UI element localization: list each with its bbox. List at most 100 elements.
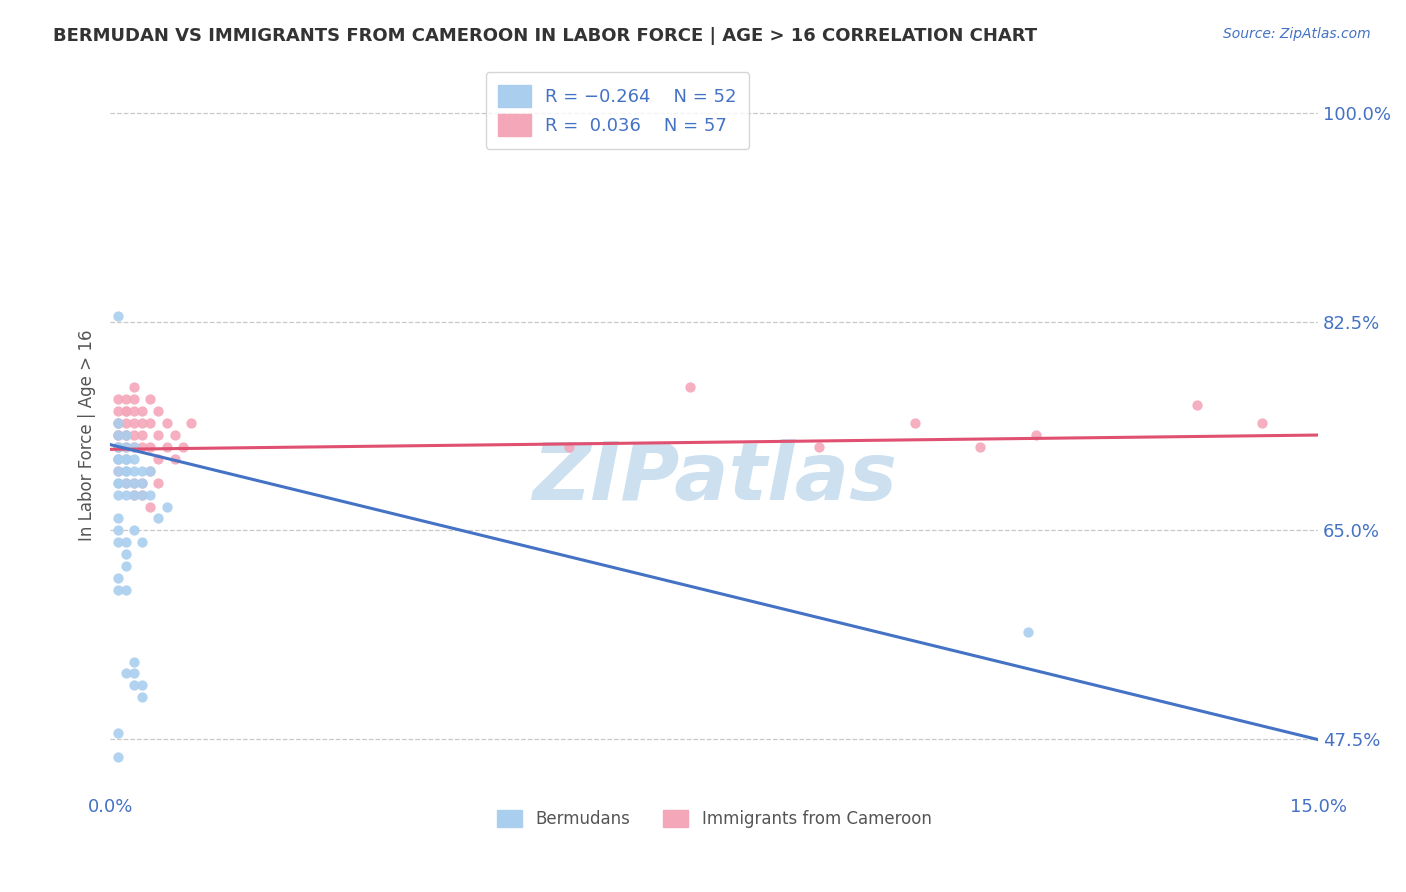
Point — [139, 488, 162, 502]
Point — [148, 404, 170, 418]
Point — [131, 690, 153, 705]
Point — [107, 416, 129, 430]
Point — [107, 440, 129, 454]
Point — [107, 571, 129, 585]
Point — [107, 416, 129, 430]
Point — [558, 440, 581, 454]
Point — [115, 464, 138, 478]
Point — [107, 535, 129, 549]
Point — [107, 750, 129, 764]
Point — [115, 582, 138, 597]
Legend: Bermudans, Immigrants from Cameroon: Bermudans, Immigrants from Cameroon — [491, 803, 938, 834]
Point — [139, 440, 162, 454]
Point — [124, 404, 146, 418]
Point — [107, 475, 129, 490]
Point — [148, 428, 170, 442]
Point — [124, 488, 146, 502]
Point — [124, 475, 146, 490]
Text: Source: ZipAtlas.com: Source: ZipAtlas.com — [1223, 27, 1371, 41]
Point — [115, 535, 138, 549]
Point — [115, 440, 138, 454]
Text: BERMUDAN VS IMMIGRANTS FROM CAMEROON IN LABOR FORCE | AGE > 16 CORRELATION CHART: BERMUDAN VS IMMIGRANTS FROM CAMEROON IN … — [53, 27, 1038, 45]
Point — [107, 582, 129, 597]
Point — [107, 416, 129, 430]
Point — [115, 428, 138, 442]
Point — [115, 475, 138, 490]
Point — [124, 488, 146, 502]
Point — [163, 428, 186, 442]
Point — [1025, 428, 1047, 442]
Point — [115, 451, 138, 466]
Point — [131, 404, 153, 418]
Point — [107, 451, 129, 466]
Point — [115, 440, 138, 454]
Point — [124, 655, 146, 669]
Point — [107, 475, 129, 490]
Point — [679, 380, 702, 394]
Point — [107, 511, 129, 525]
Point — [115, 404, 138, 418]
Point — [139, 416, 162, 430]
Point — [115, 428, 138, 442]
Point — [131, 678, 153, 692]
Point — [115, 559, 138, 574]
Point — [107, 488, 129, 502]
Point — [124, 440, 146, 454]
Point — [107, 404, 129, 418]
Point — [115, 666, 138, 681]
Point — [131, 488, 153, 502]
Point — [107, 428, 129, 442]
Y-axis label: In Labor Force | Age > 16: In Labor Force | Age > 16 — [79, 329, 96, 541]
Point — [115, 488, 138, 502]
Point — [1187, 398, 1209, 412]
Point — [107, 309, 129, 323]
Point — [124, 464, 146, 478]
Point — [115, 428, 138, 442]
Text: ZIPatlas: ZIPatlas — [531, 439, 897, 517]
Point — [139, 392, 162, 407]
Point — [148, 511, 170, 525]
Point — [131, 488, 153, 502]
Point — [115, 404, 138, 418]
Point — [124, 475, 146, 490]
Point — [139, 464, 162, 478]
Point — [107, 464, 129, 478]
Point — [107, 440, 129, 454]
Point — [139, 500, 162, 514]
Point — [107, 392, 129, 407]
Point — [148, 475, 170, 490]
Point — [107, 524, 129, 538]
Point — [115, 416, 138, 430]
Point — [172, 440, 194, 454]
Point — [155, 416, 177, 430]
Point — [107, 428, 129, 442]
Point — [115, 392, 138, 407]
Point — [155, 500, 177, 514]
Point — [107, 464, 129, 478]
Point — [115, 475, 138, 490]
Point — [807, 440, 830, 454]
Point — [107, 428, 129, 442]
Point — [131, 416, 153, 430]
Point — [131, 475, 153, 490]
Point — [139, 464, 162, 478]
Point — [1017, 624, 1039, 639]
Point — [131, 440, 153, 454]
Point — [124, 678, 146, 692]
Point — [124, 524, 146, 538]
Point — [131, 535, 153, 549]
Point — [148, 451, 170, 466]
Point — [124, 666, 146, 681]
Point — [107, 451, 129, 466]
Point — [115, 451, 138, 466]
Point — [107, 440, 129, 454]
Point — [131, 475, 153, 490]
Point — [115, 547, 138, 561]
Point — [115, 464, 138, 478]
Point — [180, 416, 202, 430]
Point — [163, 451, 186, 466]
Point — [107, 726, 129, 740]
Point — [155, 440, 177, 454]
Point — [124, 392, 146, 407]
Point — [124, 451, 146, 466]
